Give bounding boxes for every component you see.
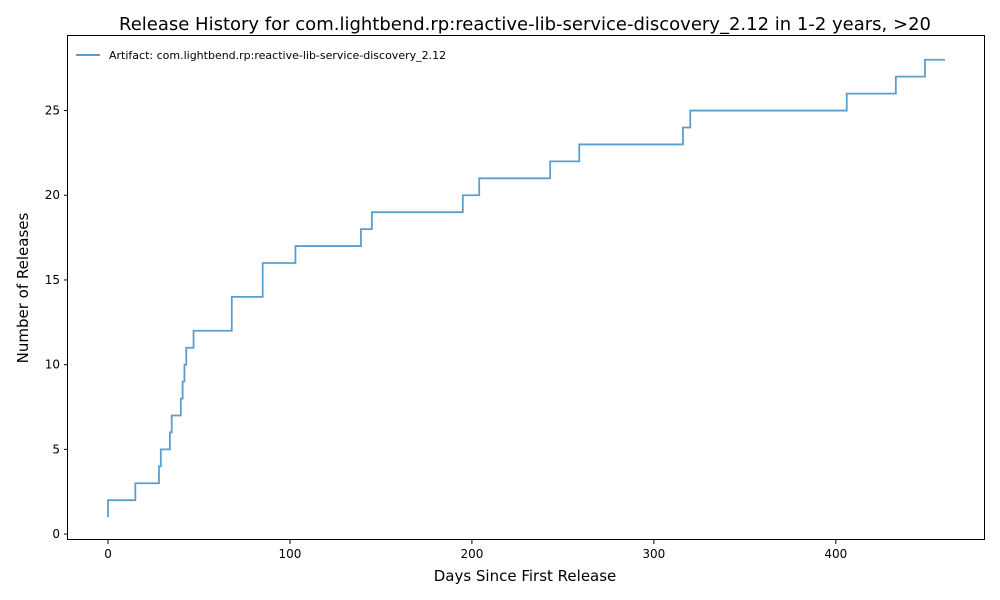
x-axis: 0 100 200 300 400 (104, 540, 847, 561)
x-tick-label: 0 (104, 547, 112, 561)
legend: Artifact: com.lightbend.rp:reactive-lib-… (76, 49, 446, 62)
chart-title: Release History for com.lightbend.rp:rea… (119, 14, 931, 35)
y-tick-label: 5 (52, 442, 60, 456)
y-axis: 0 5 10 15 20 25 (45, 104, 68, 541)
y-axis-label: Number of Releases (14, 212, 32, 363)
legend-label: Artifact: com.lightbend.rp:reactive-lib-… (109, 49, 446, 62)
x-tick-label: 200 (460, 547, 483, 561)
x-tick-label: 100 (279, 547, 302, 561)
y-tick-label: 10 (45, 358, 60, 372)
series-line-0 (107, 58, 945, 518)
x-tick-label: 300 (642, 547, 665, 561)
y-tick-label: 20 (45, 188, 60, 202)
y-tick-label: 0 (52, 527, 60, 541)
series-layer (107, 58, 945, 518)
plot-area (67, 35, 985, 540)
x-axis-label: Days Since First Release (434, 567, 617, 585)
x-tick-label: 400 (824, 547, 847, 561)
y-tick-label: 15 (45, 273, 60, 287)
y-tick-label: 25 (45, 104, 60, 118)
